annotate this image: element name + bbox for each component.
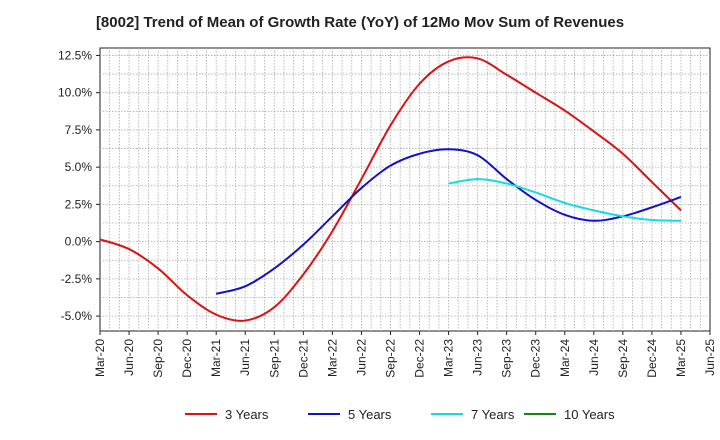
y-tick-label: 10.0% [58, 86, 92, 100]
x-tick-label: Sep-21 [267, 339, 281, 378]
legend-label-3-years: 3 Years [225, 407, 269, 422]
series-line-5-years [215, 148, 682, 295]
x-tick-label: Mar-24 [558, 339, 572, 377]
x-tick-label: Dec-23 [529, 339, 543, 378]
x-tick-label: Dec-20 [180, 339, 194, 378]
x-axis-ticks: Mar-20 Jun-20 Sep-20 Dec-20 Mar-21 Jun-21 Sep-… [93, 331, 717, 378]
x-tick-label: Sep-23 [500, 339, 514, 378]
x-tick-label: Mar-21 [209, 339, 223, 377]
x-tick-label: Jun-24 [587, 339, 601, 376]
x-tick-label: Dec-24 [645, 339, 659, 378]
legend: 3 Years 5 Years 7 Years 10 Years [185, 407, 615, 422]
y-tick-label: -2.5% [61, 272, 93, 286]
chart-title: [8002] Trend of Mean of Growth Rate (YoY… [95, 14, 625, 31]
grid-lines [100, 48, 710, 331]
x-tick-label: Sep-22 [383, 339, 397, 378]
x-tick-label: Sep-20 [151, 339, 165, 378]
x-tick-label: Dec-21 [296, 339, 310, 378]
y-tick-label: 5.0% [65, 160, 93, 174]
series-lines [99, 56, 682, 322]
x-tick-label: Jun-21 [238, 339, 252, 376]
x-tick-label: Mar-20 [93, 339, 107, 377]
y-tick-label: 12.5% [58, 48, 92, 62]
series-line-7-years [448, 178, 681, 222]
plot-area [99, 47, 711, 332]
x-tick-label: Sep-24 [616, 339, 630, 378]
x-tick-label: Dec-22 [413, 339, 427, 378]
legend-label-7-years: 7 Years [471, 407, 515, 422]
x-tick-label: Mar-25 [674, 339, 688, 377]
y-tick-label: 0.0% [65, 235, 93, 249]
x-tick-label: Mar-22 [325, 339, 339, 377]
legend-label-10-years: 10 Years [564, 407, 615, 422]
legend-label-5-years: 5 Years [348, 407, 392, 422]
y-tick-label: -5.0% [61, 309, 93, 323]
y-tick-label: 7.5% [65, 123, 93, 137]
x-tick-label: Jun-20 [122, 339, 136, 376]
x-tick-label: Jun-23 [471, 339, 485, 376]
x-tick-label: Mar-23 [442, 339, 456, 377]
y-axis-ticks: 12.5% 10.0% 7.5% 5.0% 2.5% 0.0% -2.5% -5.0% [58, 48, 100, 323]
x-tick-label: Jun-22 [354, 339, 368, 376]
y-tick-label: 2.5% [65, 197, 93, 211]
x-tick-label: Jun-25 [703, 339, 717, 376]
series-line-3-years [99, 56, 682, 322]
